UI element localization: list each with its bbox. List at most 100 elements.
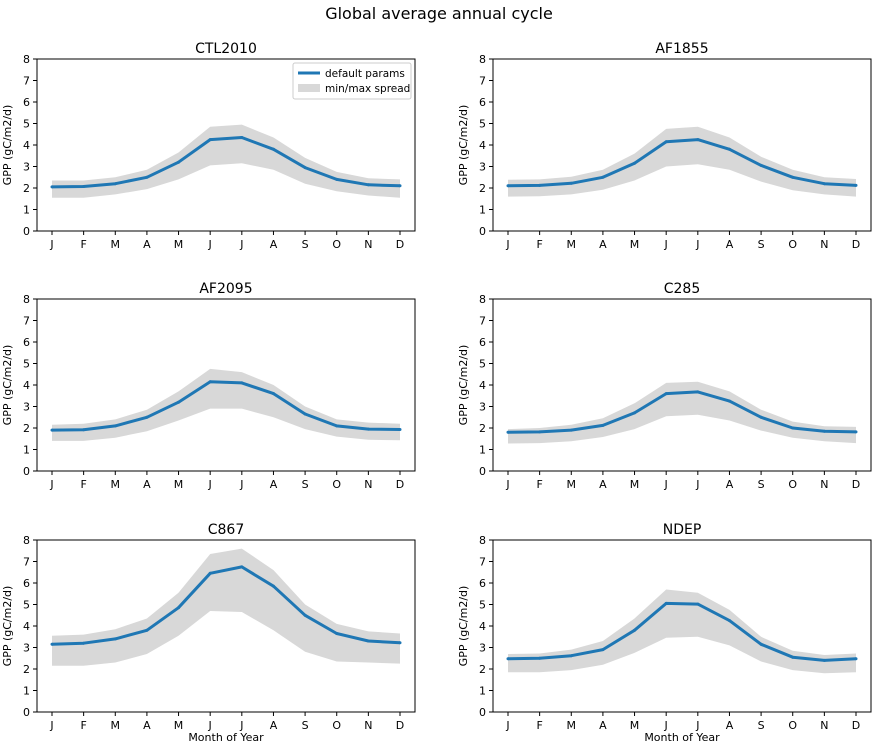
y-tick-label: 2 xyxy=(23,182,30,195)
data-point xyxy=(272,147,275,151)
panel-4: 0 1 2 3 4 5 6 7 8 J F M A M J J A S O N D C285 GPP (gC/m2/d) xyxy=(457,281,872,491)
minmax-spread-band xyxy=(52,548,400,666)
x-tick-label: A xyxy=(270,238,278,251)
panel-title: AF2095 xyxy=(199,281,252,297)
x-tick-label: A xyxy=(143,238,151,251)
x-tick-label: J xyxy=(49,478,53,491)
data-point xyxy=(82,428,86,432)
x-tick-label: A xyxy=(143,478,151,491)
data-point xyxy=(177,606,180,610)
y-tick-label: 7 xyxy=(23,75,30,88)
data-point xyxy=(240,565,244,569)
y-tick-label: 1 xyxy=(479,204,486,217)
x-tick-label: F xyxy=(536,238,542,251)
y-tick-label: 6 xyxy=(23,336,30,349)
x-tick-label: N xyxy=(820,238,828,251)
x-tick-label: S xyxy=(758,719,765,732)
data-point xyxy=(696,138,700,142)
data-point xyxy=(822,182,826,186)
y-tick-label: 4 xyxy=(479,379,486,392)
data-point xyxy=(728,399,731,403)
data-point xyxy=(113,182,117,186)
y-tick-label: 7 xyxy=(23,556,30,569)
x-tick-label: M xyxy=(630,238,640,251)
y-tick-label: 7 xyxy=(479,75,486,88)
x-tick-label: A xyxy=(270,478,278,491)
y-tick-label: 8 xyxy=(23,534,30,547)
y-tick-label: 2 xyxy=(23,422,30,435)
data-point xyxy=(664,392,668,396)
x-tick-label: O xyxy=(788,478,797,491)
data-point xyxy=(113,637,117,641)
data-point xyxy=(113,424,117,428)
default-params-line xyxy=(51,565,401,646)
data-point xyxy=(569,428,573,432)
y-tick-label: 3 xyxy=(479,642,486,655)
data-point xyxy=(506,657,510,661)
data-point xyxy=(791,175,795,179)
y-tick-label: 5 xyxy=(23,599,30,612)
x-tick-label: F xyxy=(80,238,86,251)
panel-2: 0 1 2 3 4 5 6 7 8 J F M A M J J A S O N D AF1855 GPP (gC/m2/d) xyxy=(457,41,872,251)
x-tick-label: D xyxy=(852,719,860,732)
panel-1: 0 1 2 3 4 5 6 7 8 J F M A M J J A S O N D CTL2010 GPP (gC/m2/d… xyxy=(1,41,416,251)
y-tick-label: 6 xyxy=(23,96,30,109)
data-point xyxy=(759,415,763,419)
data-point xyxy=(696,602,700,606)
data-point xyxy=(569,181,573,185)
x-tick-label: A xyxy=(599,478,607,491)
y-tick-label: 0 xyxy=(23,225,30,238)
x-tick-label: M xyxy=(111,238,121,251)
x-tick-label: O xyxy=(332,719,341,732)
data-point xyxy=(335,632,339,635)
y-tick-label: 3 xyxy=(23,642,30,655)
x-tick-label: J xyxy=(695,478,699,491)
x-tick-label: A xyxy=(726,238,734,251)
x-tick-label: J xyxy=(695,238,699,251)
x-tick-label: F xyxy=(536,719,542,732)
minmax-spread-band xyxy=(508,381,856,444)
x-tick-label: N xyxy=(364,478,372,491)
data-point xyxy=(366,427,370,431)
x-tick-label: J xyxy=(239,478,243,491)
y-tick-label: 6 xyxy=(479,336,486,349)
x-axis-label: Month of Year xyxy=(644,731,720,744)
y-tick-label: 8 xyxy=(23,293,30,306)
data-point xyxy=(538,656,542,660)
x-axis-label: Month of Year xyxy=(188,731,264,744)
data-point xyxy=(398,641,402,645)
y-tick-label: 5 xyxy=(479,118,486,131)
y-tick-label: 8 xyxy=(479,53,486,66)
y-axis-label: GPP (gC/m2/d) xyxy=(1,345,14,426)
x-tick-label: D xyxy=(396,238,404,251)
x-tick-label: N xyxy=(364,238,372,251)
y-tick-label: 6 xyxy=(23,577,30,590)
figure-suptitle: Global average annual cycle xyxy=(325,4,553,23)
legend-box xyxy=(292,62,412,100)
y-tick-label: 4 xyxy=(479,139,486,152)
data-point xyxy=(145,628,149,632)
x-tick-label: J xyxy=(505,719,509,732)
data-point xyxy=(208,380,212,384)
panel-title: C867 xyxy=(208,522,245,538)
y-tick-label: 6 xyxy=(479,96,486,109)
data-point xyxy=(50,428,54,432)
x-tick-label: M xyxy=(111,719,121,732)
x-tick-label: M xyxy=(174,238,184,251)
data-point xyxy=(664,140,668,144)
x-tick-label: J xyxy=(664,719,668,732)
y-tick-label: 1 xyxy=(479,444,486,457)
x-tick-label: S xyxy=(302,478,309,491)
data-point xyxy=(506,430,510,434)
default-params-line xyxy=(507,138,857,188)
data-point xyxy=(633,628,636,632)
data-point xyxy=(854,183,858,187)
data-point xyxy=(791,655,795,659)
x-tick-label: M xyxy=(174,719,184,732)
data-point xyxy=(272,584,275,588)
data-point xyxy=(538,430,542,434)
data-point xyxy=(696,390,700,394)
data-point xyxy=(82,185,86,188)
data-point xyxy=(145,415,149,419)
data-point xyxy=(664,601,668,605)
